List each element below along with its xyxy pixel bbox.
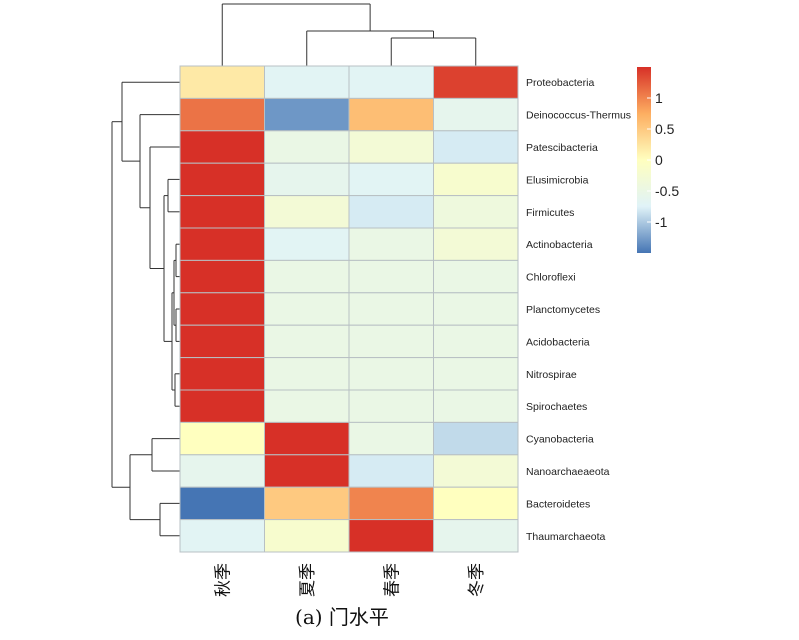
row-label: Elusimicrobia — [526, 174, 589, 186]
heatmap-cell — [264, 519, 350, 553]
heatmap-cell — [348, 519, 434, 553]
heatmap-cell — [264, 195, 350, 229]
heatmap-cell — [179, 195, 265, 229]
heatmap-cell — [433, 519, 519, 553]
heatmap-cell — [348, 130, 434, 164]
column-labels: 秋季 夏季 春季 冬季 — [213, 563, 487, 597]
heatmap-cell — [264, 162, 350, 197]
legend-tick-label: 0 — [655, 152, 663, 168]
heatmap-cell — [433, 97, 519, 132]
heatmap-cell — [348, 292, 434, 326]
heatmap-cell — [348, 324, 434, 359]
row-label: Patescibacteria — [526, 142, 598, 154]
heatmap-cell — [433, 486, 519, 521]
row-label: Actinobacteria — [526, 239, 593, 251]
heatmap-cell — [179, 324, 265, 359]
legend-tick-label: 0.5 — [655, 121, 675, 137]
heatmap-cell — [179, 65, 265, 99]
heatmap-cell — [179, 486, 265, 521]
row-dendrogram — [111, 81, 180, 537]
legend-ticks: 1 0.5 0 -0.5 -1 — [647, 90, 679, 230]
heatmap-cells — [179, 65, 519, 553]
heatmap-cell — [348, 65, 434, 99]
heatmap-cell — [179, 389, 265, 423]
heatmap-cell — [433, 292, 519, 326]
legend-tick-label: -0.5 — [655, 183, 679, 199]
legend-tick-label: -1 — [655, 214, 668, 230]
column-label: 夏季 — [298, 563, 318, 597]
legend-tick-label: 1 — [655, 90, 663, 106]
heatmap-cell — [179, 97, 265, 132]
row-label: Planctomycetes — [526, 304, 600, 316]
heatmap-cell — [433, 227, 519, 261]
color-legend: 1 0.5 0 -0.5 -1 — [637, 67, 679, 253]
heatmap-cell — [264, 324, 350, 359]
heatmap-cell — [348, 97, 434, 132]
heatmap-cell — [433, 130, 519, 164]
heatmap-cell — [264, 259, 350, 294]
heatmap-cell — [179, 227, 265, 261]
row-label: Spirochaetes — [526, 401, 587, 413]
heatmap-cell — [264, 292, 350, 326]
heatmap-cell — [433, 195, 519, 229]
heatmap-cell — [348, 195, 434, 229]
heatmap-cell — [264, 97, 350, 132]
row-label: Bacteroidetes — [526, 498, 590, 510]
row-label: Deinococcus-Thermus — [526, 110, 631, 122]
column-label: 秋季 — [213, 563, 233, 597]
heatmap-cell — [348, 162, 434, 197]
row-label: Proteobacteria — [526, 77, 594, 89]
heatmap-cell — [179, 357, 265, 391]
column-dendrogram — [221, 3, 477, 66]
row-label: Nanoarchaeaeota — [526, 466, 610, 478]
heatmap-cell — [264, 357, 350, 391]
row-label: Chloroflexi — [526, 272, 576, 284]
heatmap-cell — [348, 357, 434, 391]
heatmap-cell — [348, 389, 434, 423]
heatmap-cell — [433, 162, 519, 197]
heatmap-cell — [348, 454, 434, 488]
row-labels: Proteobacteria Deinococcus-Thermus Patesci… — [526, 77, 631, 543]
heatmap-cell — [433, 357, 519, 391]
heatmap-cell — [179, 130, 265, 164]
heatmap-cell — [179, 454, 265, 488]
heatmap-cell — [179, 292, 265, 326]
heatmap-cell — [433, 324, 519, 359]
figure-caption: (a) 门水平 — [295, 605, 389, 629]
heatmap-cell — [348, 486, 434, 521]
column-label: 春季 — [382, 563, 402, 597]
row-label: Cyanobacteria — [526, 434, 594, 446]
legend-color-bar — [637, 67, 651, 253]
heatmap-cell — [348, 421, 434, 456]
heatmap-cell — [348, 259, 434, 294]
heatmap-cell — [433, 259, 519, 294]
heatmap-cell — [264, 421, 350, 456]
heatmap-cell — [179, 259, 265, 294]
heatmap-cell — [348, 227, 434, 261]
heatmap-cell — [264, 65, 350, 99]
heatmap-cell — [433, 389, 519, 423]
heatmap-cell — [264, 227, 350, 261]
row-label: Acidobacteria — [526, 336, 590, 348]
heatmap-cell — [179, 162, 265, 197]
heatmap-cell — [433, 65, 519, 99]
heatmap-cell — [433, 421, 519, 456]
heatmap-cell — [179, 421, 265, 456]
row-label: Nitrospirae — [526, 369, 577, 381]
row-label: Thaumarchaeota — [526, 531, 606, 543]
heatmap-cell — [179, 519, 265, 553]
column-label: 冬季 — [467, 563, 487, 597]
heatmap-cell — [264, 486, 350, 521]
heatmap-cell — [264, 389, 350, 423]
row-label: Firmicutes — [526, 207, 574, 219]
heatmap-cell — [264, 454, 350, 488]
heatmap-cell — [264, 130, 350, 164]
heatmap-cell — [433, 454, 519, 488]
